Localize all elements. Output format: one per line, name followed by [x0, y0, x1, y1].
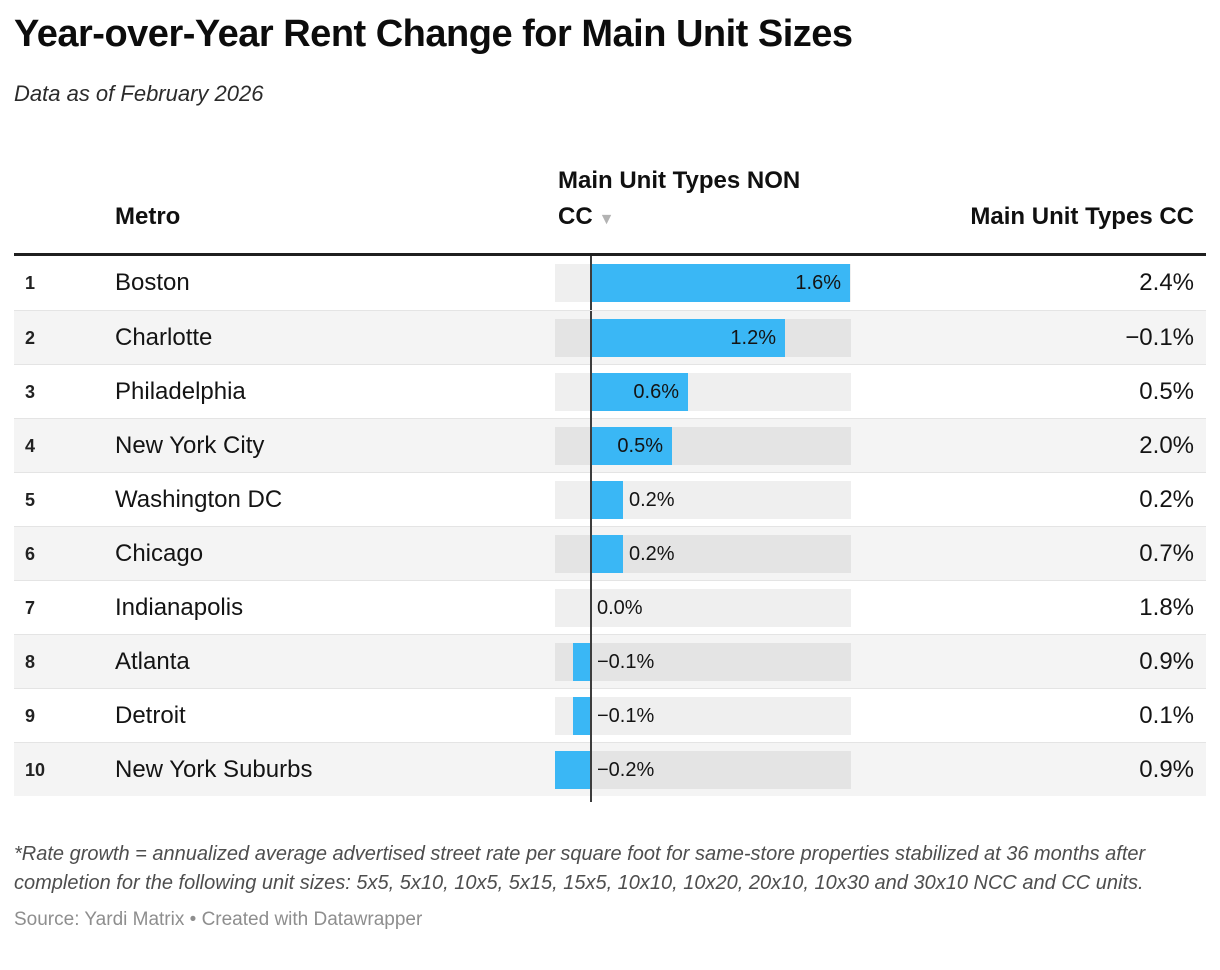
cc-value: 1.8% [1139, 593, 1194, 621]
cc-value: 0.9% [1139, 647, 1194, 675]
zero-axis-line [590, 364, 592, 419]
bar-value-label: 0.5% [617, 434, 663, 457]
table-row: 10 New York Suburbs −0.2% 0.9% [14, 741, 1206, 797]
zero-axis-line [590, 688, 592, 743]
bar-track: −0.1% [555, 634, 851, 689]
bar-value-label: −0.1% [597, 704, 655, 727]
row-metro: Washington DC [115, 485, 283, 513]
zero-axis-line [590, 472, 592, 527]
bar-track: 0.2% [555, 472, 851, 527]
zero-axis-line [590, 526, 592, 581]
bar-track: 1.2% [555, 310, 851, 365]
cc-value: 0.9% [1139, 755, 1194, 783]
bar-track: 0.2% [555, 526, 851, 581]
column-header-non-cc-line2: CC [558, 202, 593, 230]
bar-track: 1.6% [555, 255, 851, 310]
bar-value-label: 0.0% [597, 596, 643, 619]
table-header-row: Metro Main Unit Types NON CC ▼ Main Unit … [14, 163, 1206, 256]
bar-value-label: 0.2% [629, 542, 675, 565]
column-header-non-cc-line1: Main Unit Types NON [558, 166, 801, 194]
zero-axis-tail [590, 795, 592, 802]
row-rank: 3 [25, 381, 36, 402]
row-rank: 5 [25, 489, 36, 510]
row-metro: Chicago [115, 539, 204, 567]
table-row: 8 Atlanta −0.1% 0.9% [14, 633, 1206, 689]
table-row: 5 Washington DC 0.2% 0.2% [14, 471, 1206, 527]
bar-value-label: 0.2% [629, 488, 675, 511]
row-rank: 8 [25, 651, 36, 672]
table-row: 1 Boston 1.6% 2.4% [14, 255, 1206, 310]
row-metro: New York Suburbs [115, 755, 313, 783]
bar-value-label: 1.6% [795, 271, 841, 294]
row-metro: Indianapolis [115, 593, 244, 621]
table-row: 6 Chicago 0.2% 0.7% [14, 525, 1206, 581]
table-row: 9 Detroit −0.1% 0.1% [14, 687, 1206, 743]
source-attribution: Source: Yardi Matrix • Created with Data… [14, 908, 423, 930]
bar [591, 263, 850, 302]
bar [591, 318, 785, 357]
chart-footnote: *Rate growth = annualized average advert… [14, 842, 1146, 894]
table-body: 1 Boston 1.6% 2.4% 2 Charlotte 1.2% −0.1… [14, 255, 1206, 797]
bar [555, 750, 591, 789]
zero-axis-line [590, 742, 592, 797]
cc-value: 0.7% [1139, 539, 1194, 567]
row-rank: 10 [25, 759, 46, 780]
zero-axis-line [590, 310, 592, 365]
bar-track: −0.2% [555, 742, 851, 797]
column-header-cc[interactable]: Main Unit Types CC [970, 202, 1194, 230]
chart-container: Year-over-Year Rent Change for Main Unit… [14, 13, 1206, 930]
row-metro: Detroit [115, 701, 186, 729]
bar-value-label: −0.2% [597, 758, 655, 781]
row-rank: 6 [25, 543, 36, 564]
bar [591, 426, 672, 465]
bar-track: 0.5% [555, 418, 851, 473]
zero-axis-line [590, 580, 592, 635]
zero-axis-line [590, 418, 592, 473]
row-metro: New York City [115, 431, 265, 459]
bar [573, 696, 591, 735]
table-row: 7 Indianapolis 0.0% 1.8% [14, 579, 1206, 635]
bar-value-label: 0.6% [633, 380, 679, 403]
row-rank: 9 [25, 705, 36, 726]
cc-value: 0.2% [1139, 485, 1194, 513]
row-rank: 4 [25, 435, 36, 456]
table-row: 4 New York City 0.5% 2.0% [14, 417, 1206, 473]
bar-track: −0.1% [555, 688, 851, 743]
page-subtitle: Data as of February 2026 [14, 80, 264, 106]
cc-value: −0.1% [1125, 323, 1194, 351]
bar [591, 372, 688, 411]
zero-axis-line [590, 255, 592, 310]
bar-track: 0.0% [555, 580, 851, 635]
table-row: 2 Charlotte 1.2% −0.1% [14, 309, 1206, 365]
column-header-metro[interactable]: Metro [115, 202, 181, 230]
row-metro: Philadelphia [115, 377, 246, 405]
bar-value-label: 1.2% [730, 326, 776, 349]
cc-value: 0.1% [1139, 701, 1194, 729]
row-rank: 7 [25, 597, 36, 618]
bar [591, 480, 623, 519]
page-title: Year-over-Year Rent Change for Main Unit… [14, 13, 853, 55]
bar [591, 534, 623, 573]
zero-axis-line [590, 634, 592, 689]
bar-track: 0.6% [555, 364, 851, 419]
column-header-non-cc[interactable]: Main Unit Types NON CC ▼ [555, 163, 851, 235]
sort-descending-icon[interactable]: ▼ [598, 210, 615, 228]
row-rank: 1 [25, 272, 36, 293]
cc-value: 2.0% [1139, 431, 1194, 459]
bar-value-label: −0.1% [597, 650, 655, 673]
row-rank: 2 [25, 327, 36, 348]
cc-value: 2.4% [1139, 268, 1194, 296]
cc-value: 0.5% [1139, 377, 1194, 405]
row-metro: Atlanta [115, 647, 190, 675]
row-metro: Boston [115, 268, 190, 296]
bar [573, 642, 591, 681]
table-row: 3 Philadelphia 0.6% 0.5% [14, 363, 1206, 419]
row-metro: Charlotte [115, 323, 213, 351]
